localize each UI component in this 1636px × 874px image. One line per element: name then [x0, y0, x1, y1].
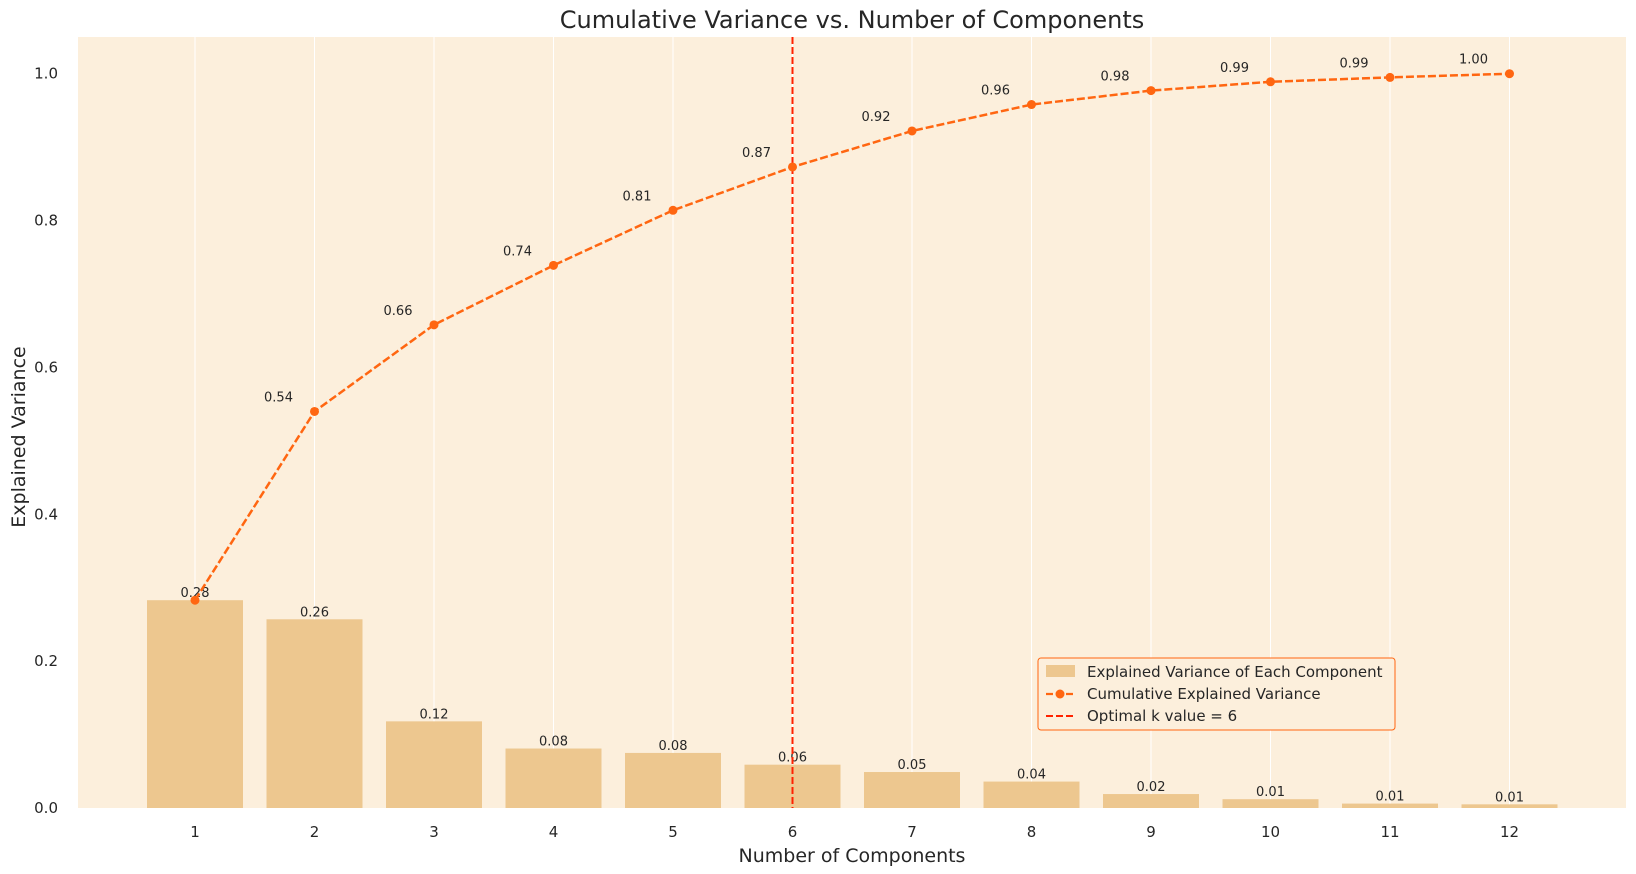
- cumulative-line: [193, 72, 1510, 601]
- bar-value-label-3: 0.12: [420, 707, 449, 722]
- cumulative-value-label-10: 0.99: [1220, 61, 1249, 76]
- y-axis-label: Explained Variance: [8, 346, 30, 527]
- bar-3: [386, 721, 482, 808]
- x-ticks: 1 2 3 4 5 6 7 8 9 10 11 12: [190, 823, 1519, 841]
- cumulative-point-7: [907, 126, 917, 136]
- cumulative-value-label-11: 0.99: [1340, 56, 1369, 71]
- x-axis-label: Number of Components: [739, 845, 966, 867]
- bar-value-label-4: 0.08: [539, 735, 568, 750]
- cumulative-point-8: [1027, 100, 1036, 110]
- bar-11: [1342, 803, 1438, 808]
- x-tick-label-8: 8: [1027, 823, 1037, 841]
- cumulative-point-9: [1146, 86, 1156, 96]
- legend-bar-label: Explained Variance of Each Component: [1087, 663, 1383, 681]
- x-tick-label-3: 3: [429, 823, 439, 841]
- legend-vline-label: Optimal k value = 6: [1087, 707, 1237, 725]
- cumulative-point-3: [429, 320, 439, 330]
- cumulative-value-label-12: 1.00: [1459, 53, 1488, 68]
- cumulative-point-5: [668, 205, 678, 215]
- cumulative-value-label-3: 0.66: [384, 304, 413, 319]
- cumulative-value-label-9: 0.98: [1101, 70, 1130, 85]
- bar-4: [505, 748, 602, 808]
- x-tick-label-12: 12: [1500, 823, 1519, 841]
- x-tick-label-2: 2: [310, 823, 320, 841]
- legend: Explained Variance of Each Component Cum…: [1037, 657, 1396, 731]
- bar-value-label-2: 0.26: [300, 605, 329, 620]
- bar-value-label-11: 0.01: [1376, 790, 1405, 805]
- cumulative-point-6: [788, 162, 797, 172]
- bar-value-label-10: 0.01: [1256, 785, 1285, 800]
- bar-9: [1103, 794, 1199, 808]
- cumulative-point-10: [1266, 77, 1275, 87]
- legend-box: [1037, 657, 1396, 731]
- cumulative-point-1: [190, 595, 200, 605]
- bar-labels: 0.280.260.120.080.080.060.050.040.020.01…: [181, 586, 1524, 805]
- cumulative-value-label-6: 0.87: [742, 146, 771, 161]
- y-ticks: 0.0 0.2 0.4 0.6 0.8 1.0: [34, 65, 58, 817]
- y-tick-label-0.4: 0.4: [34, 505, 58, 523]
- cumulative-labels: 0.54 0.66 0.74 0.81 0.87 0.92 0.96 0.98 0.99 0.99…: [264, 53, 1488, 406]
- x-tick-label-6: 6: [788, 823, 798, 841]
- bar-value-label-8: 0.04: [1017, 768, 1046, 783]
- x-tick-label-1: 1: [190, 823, 200, 841]
- cumulative-point-12: [1505, 69, 1514, 79]
- legend-line-label: Cumulative Explained Variance: [1087, 685, 1321, 703]
- bar-5: [625, 752, 721, 808]
- x-tick-label-5: 5: [668, 823, 678, 841]
- cumulative-value-label-2: 0.54: [264, 390, 293, 405]
- cumulative-point-4: [549, 260, 558, 270]
- bar-7: [864, 772, 960, 808]
- cumulative-value-label-5: 0.81: [623, 189, 652, 204]
- cumulative-point-11: [1385, 72, 1395, 82]
- cumulative-value-label-4: 0.74: [503, 244, 532, 259]
- bars: [147, 600, 1558, 808]
- bar-12: [1461, 804, 1558, 808]
- chart-title: Cumulative Variance vs. Number of Compon…: [560, 6, 1145, 34]
- bar-value-label-9: 0.02: [1137, 780, 1166, 795]
- x-tick-label-10: 10: [1261, 823, 1280, 841]
- x-tick-label-9: 9: [1146, 823, 1156, 841]
- bar-1: [147, 600, 243, 808]
- y-tick-label-1.0: 1.0: [34, 65, 58, 83]
- bar-value-label-12: 0.01: [1495, 790, 1524, 805]
- x-tick-label-11: 11: [1380, 823, 1399, 841]
- cumulative-points: [190, 69, 1514, 605]
- y-tick-label-0.8: 0.8: [34, 212, 58, 230]
- cumulative-value-label-8: 0.96: [981, 84, 1010, 99]
- x-tick-label-4: 4: [549, 823, 559, 841]
- y-tick-label-0.6: 0.6: [34, 358, 58, 376]
- cumulative-value-label-7: 0.92: [862, 110, 891, 125]
- y-tick-label-0.2: 0.2: [34, 652, 58, 670]
- bar-8: [983, 781, 1080, 808]
- cumulative-point-2: [310, 406, 319, 416]
- bar-2: [266, 619, 363, 808]
- bar-value-label-5: 0.08: [659, 739, 688, 754]
- legend-line-marker: [1055, 689, 1065, 699]
- legend-bar-swatch: [1046, 665, 1075, 677]
- bar-10: [1222, 799, 1319, 808]
- y-tick-label-0.0: 0.0: [34, 799, 58, 817]
- bar-value-label-7: 0.05: [898, 758, 927, 773]
- x-tick-label-7: 7: [907, 823, 917, 841]
